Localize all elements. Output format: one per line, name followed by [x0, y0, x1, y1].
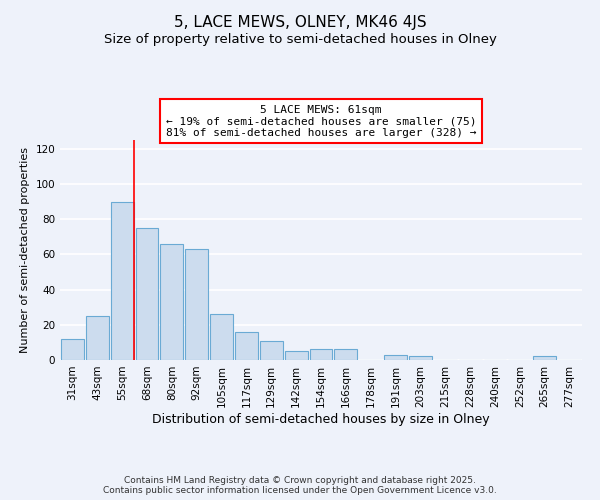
- Bar: [334, 350, 357, 360]
- Bar: [260, 340, 283, 360]
- Text: 5, LACE MEWS, OLNEY, MK46 4JS: 5, LACE MEWS, OLNEY, MK46 4JS: [173, 15, 427, 30]
- Bar: [409, 356, 432, 360]
- Bar: [384, 354, 407, 360]
- Bar: [310, 350, 332, 360]
- Bar: [136, 228, 158, 360]
- X-axis label: Distribution of semi-detached houses by size in Olney: Distribution of semi-detached houses by …: [152, 412, 490, 426]
- Bar: [210, 314, 233, 360]
- Bar: [235, 332, 258, 360]
- Bar: [160, 244, 183, 360]
- Text: Size of property relative to semi-detached houses in Olney: Size of property relative to semi-detach…: [104, 32, 496, 46]
- Bar: [61, 339, 84, 360]
- Bar: [111, 202, 134, 360]
- Bar: [86, 316, 109, 360]
- Bar: [185, 249, 208, 360]
- Text: Contains HM Land Registry data © Crown copyright and database right 2025.
Contai: Contains HM Land Registry data © Crown c…: [103, 476, 497, 495]
- Text: 5 LACE MEWS: 61sqm
← 19% of semi-detached houses are smaller (75)
81% of semi-de: 5 LACE MEWS: 61sqm ← 19% of semi-detache…: [166, 104, 476, 138]
- Bar: [533, 356, 556, 360]
- Y-axis label: Number of semi-detached properties: Number of semi-detached properties: [20, 147, 30, 353]
- Bar: [285, 351, 308, 360]
